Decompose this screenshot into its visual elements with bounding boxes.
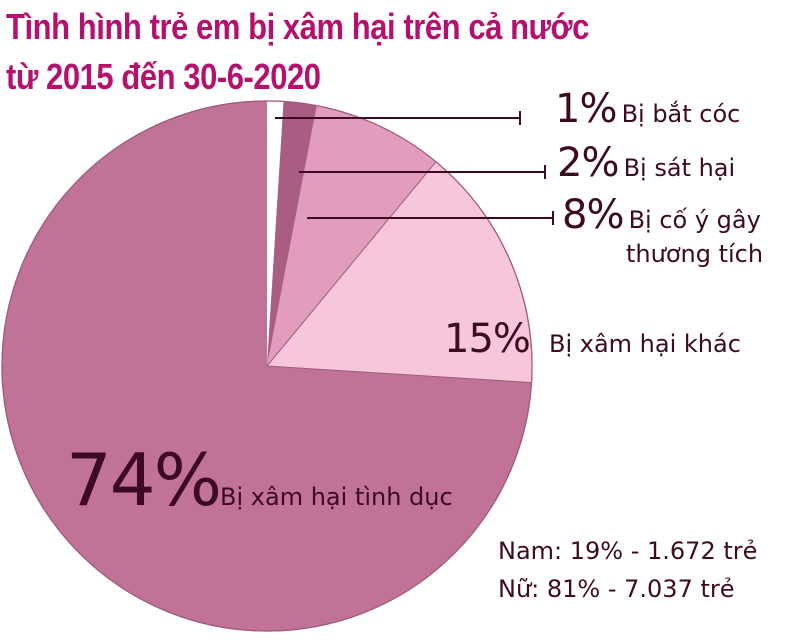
- label-injury: 8% Bị cố ý gây: [562, 192, 761, 238]
- title-line-1: Tình hình trẻ em bị xâm hại trên cả nước: [6, 6, 589, 47]
- label-sexual-abuse: 74%Bị xâm hại tình dục: [66, 438, 453, 522]
- text-sexual-abuse: Bị xâm hại tình dục: [220, 483, 453, 511]
- text-injury-line2: thương tích: [626, 240, 764, 268]
- pct-injury: 8%: [562, 192, 624, 238]
- label-kidnap: 1% Bị bắt cóc: [555, 86, 740, 132]
- label-murder: 2% Bị sát hại: [557, 140, 735, 186]
- text-injury: Bị cố ý gây: [628, 206, 761, 234]
- chart-title: Tình hình trẻ em bị xâm hại trên cả nước…: [6, 2, 589, 102]
- pct-sexual-abuse: 74%: [66, 438, 222, 522]
- gender-male-note: Nam: 19% - 1.672 trẻ: [498, 537, 758, 565]
- pct-murder: 2%: [557, 140, 619, 186]
- slice-murder: [267, 101, 317, 366]
- pct-kidnap: 1%: [555, 86, 617, 132]
- title-line-2: từ 2015 đến 30-6-2020: [6, 56, 321, 97]
- label-other-abuse: 15% Bị xâm hại khác: [444, 316, 741, 362]
- text-other-abuse: Bị xâm hại khác: [549, 330, 741, 358]
- slice-kidnap: [267, 100, 284, 366]
- pct-other-abuse: 15%: [444, 316, 531, 362]
- slice-injury: [267, 105, 436, 366]
- gender-female-note: Nữ: 81% - 7.037 trẻ: [498, 575, 735, 603]
- text-kidnap: Bị bắt cóc: [621, 100, 741, 128]
- text-murder: Bị sát hại: [623, 154, 736, 182]
